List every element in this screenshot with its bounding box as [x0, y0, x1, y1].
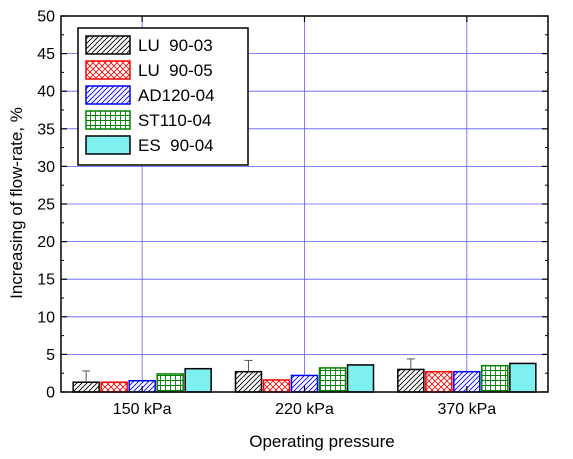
x-tick-label: 150 kPa [113, 401, 172, 418]
x-tick-label: 370 kPa [437, 401, 496, 418]
y-tick-label: 20 [37, 234, 55, 251]
x-tick-label: 220 kPa [275, 401, 334, 418]
bar [346, 364, 375, 393]
legend-label: LU 90-05 [138, 61, 213, 80]
y-tick-label: 50 [37, 9, 55, 26]
legend: LU 90-03 LU 90-05 AD120-04 ST110-04 ES 90-04 [77, 27, 249, 166]
legend-swatch [85, 110, 131, 130]
y-axis-label: Increasing of flow-rate, % [7, 107, 26, 299]
y-tick-label: 10 [37, 309, 55, 326]
y-tick-label: 45 [37, 46, 55, 63]
legend-swatch [85, 60, 131, 80]
legend-swatch [85, 135, 131, 155]
x-axis: 150 kPa 220 kPa 370 kPa [113, 16, 496, 418]
y-tick-label: 25 [37, 197, 55, 214]
legend-swatch [85, 85, 131, 105]
error-bars [82, 358, 415, 383]
bar [234, 370, 263, 393]
bar [184, 367, 212, 393]
y-tick-label: 35 [37, 121, 55, 138]
x-axis-label: Operating pressure [249, 432, 395, 451]
bar [425, 370, 453, 393]
bar [481, 364, 509, 393]
y-tick-label: 5 [46, 347, 55, 364]
y-tick-label: 30 [37, 159, 55, 176]
legend-label: ES 90-04 [138, 136, 214, 155]
y-tick-label: 0 [46, 385, 55, 402]
bar [262, 379, 291, 393]
gridlines [61, 16, 548, 392]
bar [100, 381, 128, 393]
bar [72, 381, 100, 393]
y-axis: 0 5 10 15 20 25 30 35 40 45 50 [37, 9, 548, 402]
bar [318, 367, 347, 393]
bar [509, 362, 537, 393]
legend-label: LU 90-03 [138, 36, 213, 55]
bars [72, 362, 537, 393]
legend-label: AD120-04 [138, 86, 215, 105]
y-tick-label: 40 [37, 84, 55, 101]
legend-swatch [85, 35, 131, 55]
bar [397, 368, 425, 393]
bar [156, 373, 184, 393]
y-tick-label: 15 [37, 272, 55, 289]
legend-label: ST110-04 [138, 111, 211, 130]
